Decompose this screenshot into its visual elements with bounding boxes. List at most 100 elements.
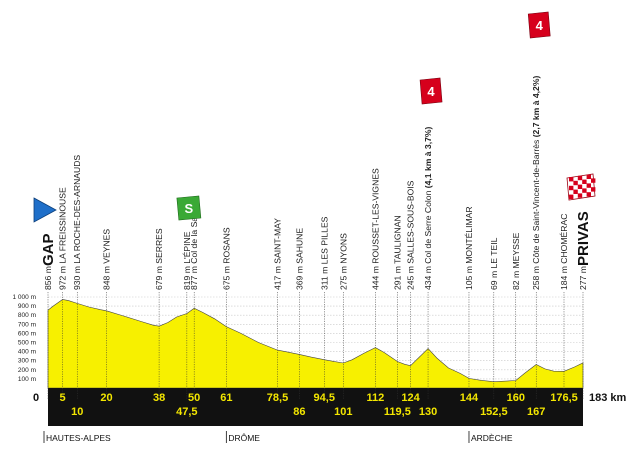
start-flag <box>33 197 57 223</box>
waypoint-label-text: 258 m Côte de Saint-Vincent-de-Barrès <box>531 140 541 290</box>
finish-flag-square <box>577 193 583 198</box>
finish-flag-square <box>582 179 587 184</box>
sprint-flag-shape <box>176 195 202 221</box>
sprint-flag-letter: S <box>185 201 194 216</box>
waypoint-label-text: 848 m VEYNES <box>101 229 111 290</box>
waypoint-label-text: 184 m CHOMÉRAC <box>559 214 569 290</box>
elevation-axis: 100 m 200 m 300 m 400 m 500 m 600 m 700 m 800 m… <box>13 294 37 383</box>
y-tick-label: 200 m <box>18 367 36 374</box>
climb-category-number: 4 <box>536 18 544 33</box>
waypoint-label: 291 m TAULIGNAN <box>392 215 402 290</box>
waypoint-label: 444 m ROUSSET-LES-VIGNES <box>370 168 380 290</box>
y-tick-label: 600 m <box>18 330 36 337</box>
finish-flag-square <box>569 194 574 199</box>
waypoint-label-text: 877 m Col de la Sauce <box>189 203 199 290</box>
y-tick-label: 400 m <box>18 349 36 356</box>
waypoint-label-text: 819 m L'ÉPINE <box>182 231 192 290</box>
waypoint-label-text: 277 m <box>578 266 588 290</box>
waypoint-label: 245 m SALLES-SOUS-BOIS <box>406 180 416 290</box>
y-tick-label: 900 m <box>18 303 36 310</box>
waypoint-label-text: 275 m NYONS <box>338 233 348 290</box>
region-labels: HAUTES-ALPES DRÔME ARDÈCHE <box>43 431 513 443</box>
total-distance-label: 183 km <box>589 392 627 404</box>
waypoint-stems <box>47 292 584 400</box>
flags: S 4 4 <box>33 11 596 223</box>
finish-flag-square <box>573 180 578 186</box>
town-name-big: PRIVAS <box>575 211 592 266</box>
climb-flag-shape <box>527 11 551 39</box>
distance-band <box>48 388 583 426</box>
start-km-label: 0 <box>33 392 39 404</box>
waypoint-label-text: 930 m LA ROCHE-DES-ARNAUDS <box>72 155 82 290</box>
km-marker-bottom: 130 <box>419 406 437 418</box>
waypoint-label: 972 m LA FREISSINOUSE <box>58 187 68 290</box>
waypoint-label: 82 m MEYSSE <box>511 232 521 290</box>
waypoint-label-text: 82 m MEYSSE <box>511 232 521 290</box>
waypoint-label-text: 245 m SALLES-SOUS-BOIS <box>406 180 416 290</box>
km-marker-top: 61 <box>220 392 232 404</box>
finish-flag-square <box>591 178 596 183</box>
finish-flag-square <box>586 192 591 197</box>
waypoint-label: 69 m LE TEIL <box>489 237 499 290</box>
km-marker-top: 50 <box>188 392 200 404</box>
town-name-big: GAP <box>40 233 57 266</box>
y-tick-label: 100 m <box>18 376 36 383</box>
y-tick-label: 500 m <box>18 340 36 347</box>
waypoint-label: 434 m Col de Serre Colon (4,1 km à 3,7%) <box>423 126 433 290</box>
waypoint-label-text: 972 m LA FREISSINOUSE <box>58 187 68 290</box>
km-marker-top: 144 <box>460 392 479 404</box>
y-tick-label: 700 m <box>18 321 36 328</box>
km-marker-top: 38 <box>153 392 165 404</box>
waypoint-label-text: 417 m SAINT-MAY <box>272 218 282 290</box>
waypoint-label-text: 369 m SAHUNE <box>294 228 304 290</box>
waypoint-label: 275 m NYONS <box>338 233 348 290</box>
climb-flag-shape <box>419 77 443 105</box>
climb-category-flag: 4 <box>419 77 443 105</box>
finish-flag-square <box>569 185 574 191</box>
finish-flag-square <box>569 177 574 182</box>
waypoint-label-text: 856 m <box>43 266 53 290</box>
climb-category-number: 4 <box>427 84 435 99</box>
finish-flag-square <box>577 184 583 189</box>
km-marker-bottom: 86 <box>293 406 305 418</box>
waypoint-label: 311 m LES PILLES <box>319 216 329 290</box>
waypoint-label: 679 m SERRES <box>154 228 164 290</box>
waypoint-climb-text: (2,7 km à 4,2%) <box>531 76 541 140</box>
km-marker-top: 94,5 <box>314 392 335 404</box>
y-tick-label: 300 m <box>18 358 36 365</box>
region-label: HAUTES-ALPES <box>46 433 111 443</box>
waypoint-label: 930 m LA ROCHE-DES-ARNAUDS <box>72 155 82 290</box>
waypoint-label: 856 m <box>43 266 53 290</box>
waypoint-label: 369 m SAHUNE <box>294 228 304 290</box>
distance-band-bar <box>48 388 583 426</box>
finish-flag-square <box>577 175 583 181</box>
finish-flag-square <box>586 174 591 179</box>
km-markers-bottom: 10 47,5 86 101 119,5 130 152,5 167 <box>71 406 545 418</box>
waypoint-label: 105 m MONTÉLIMAR <box>464 206 474 290</box>
finish-flag-square <box>586 183 591 188</box>
waypoint-label: 277 m <box>578 266 588 290</box>
y-tick-label: 1 000 m <box>13 294 37 301</box>
km-marker-bottom: 119,5 <box>384 406 411 418</box>
finish-flag-square <box>591 187 596 192</box>
start-flag-shape <box>33 197 57 223</box>
waypoint-label: 819 m L'ÉPINE <box>182 231 192 290</box>
waypoint-label-text: 444 m ROUSSET-LES-VIGNES <box>370 168 380 290</box>
waypoint-label-text: 434 m Col de Serre Colon <box>423 190 433 290</box>
waypoint-label: 417 m SAINT-MAY <box>272 218 282 290</box>
waypoint-climb-text: (4,1 km à 3,7%) <box>423 126 433 190</box>
km-marker-top: 160 <box>507 392 525 404</box>
waypoint-label-text: 291 m TAULIGNAN <box>392 215 402 290</box>
climb-category-flag: 4 <box>527 11 551 39</box>
km-marker-top: 112 <box>367 392 385 404</box>
waypoint-label-text: 69 m LE TEIL <box>489 237 499 290</box>
km-marker-top: 176,5 <box>550 392 578 404</box>
waypoint-label: 848 m VEYNES <box>101 229 111 290</box>
waypoint-label: 877 m Col de la Sauce <box>189 203 199 290</box>
km-marker-top: 124 <box>401 392 420 404</box>
km-marker-top: 20 <box>100 392 112 404</box>
waypoint-label-text: 311 m LES PILLES <box>319 216 329 290</box>
waypoint-label-text: 105 m MONTÉLIMAR <box>464 206 474 290</box>
